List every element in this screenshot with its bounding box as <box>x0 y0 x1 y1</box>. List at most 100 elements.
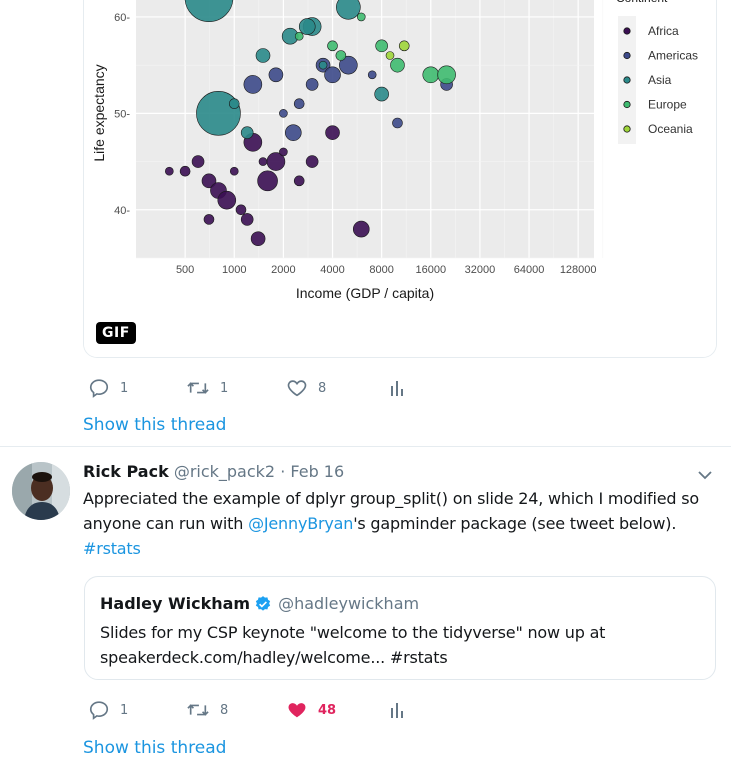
avatar[interactable] <box>12 462 70 520</box>
data-point-americas <box>268 67 284 83</box>
legend-key <box>623 27 631 35</box>
heart-filled-icon <box>288 703 306 718</box>
reply-button[interactable]: 1 <box>88 377 128 399</box>
data-point-africa <box>201 173 217 189</box>
data-point-africa <box>217 190 237 210</box>
y-axis-title: Life expectancy <box>91 64 107 161</box>
y-tick-label: 50- <box>114 108 130 120</box>
data-point-americas <box>324 66 341 84</box>
analytics-button[interactable] <box>387 699 417 721</box>
like-count: 48 <box>318 702 337 718</box>
tweet-text: Appreciated the example of dplyr group_s… <box>83 486 713 561</box>
analytics-button[interactable] <box>387 377 417 399</box>
x-axis-title: Income (GDP / capita) <box>296 285 434 301</box>
tweet-date[interactable]: Feb 16 <box>290 462 345 481</box>
x-tick-label: 64000 <box>514 264 545 276</box>
data-point-americas <box>367 70 377 80</box>
tweet-header: Rick Pack @rick_pack2 · Feb 16 <box>83 462 344 481</box>
data-point-europe <box>375 39 388 53</box>
x-tick-label: 32000 <box>465 264 496 276</box>
legend-key <box>623 51 631 60</box>
analytics-icon <box>391 703 403 718</box>
data-point-africa <box>229 166 239 176</box>
like-count: 8 <box>318 380 327 396</box>
data-point-africa <box>250 231 266 247</box>
data-point-americas <box>392 117 403 129</box>
quoted-tweet-card[interactable]: Hadley Wickham @hadleywickham Slides for… <box>84 576 716 680</box>
more-menu-button[interactable] <box>696 466 714 489</box>
legend-key <box>623 125 631 133</box>
tweet-media-card[interactable]: 60- 50- 40- 500 1000 2000 4000 8000 16000 32000 64… <box>83 0 717 358</box>
data-point-europe <box>437 65 456 85</box>
data-point-americas <box>285 124 302 141</box>
quote-text-line: Slides for my CSP keynote "welcome to th… <box>100 623 606 642</box>
retweet-button[interactable]: 1 <box>186 377 228 399</box>
retweet-count: 1 <box>220 380 229 396</box>
heart-icon <box>287 380 307 397</box>
data-point-africa <box>352 220 370 238</box>
x-tick-label: 4000 <box>320 264 344 276</box>
legend-label: Americas <box>648 49 698 63</box>
header-separator: · <box>280 462 286 481</box>
legend-label: Europe <box>648 98 687 112</box>
quote-header: Hadley Wickham @hadleywickham <box>100 594 419 613</box>
data-point-africa <box>240 213 254 226</box>
legend-label: Africa <box>648 24 679 38</box>
mention-link[interactable]: @JennyBryan <box>248 514 354 533</box>
scatter-chart: 60- 50- 40- 500 1000 2000 4000 8000 16000 32000 64… <box>84 0 716 357</box>
data-point-africa <box>203 214 215 225</box>
data-point-europe <box>327 40 338 52</box>
analytics-icon <box>391 381 403 396</box>
retweet-button[interactable]: 8 <box>186 699 228 721</box>
quote-author-handle: @hadleywickham <box>278 594 420 613</box>
data-point-africa <box>179 165 191 177</box>
reply-icon <box>89 379 109 398</box>
data-point-americas <box>243 75 263 94</box>
legend-title: Continent <box>616 0 668 5</box>
data-point-asia <box>184 0 234 22</box>
tweet-text-span: anyone can run with <box>83 514 249 533</box>
author-handle[interactable]: @rick_pack2 <box>173 462 276 481</box>
hashtag-link[interactable]: #rstats <box>83 539 141 558</box>
author-name[interactable]: Rick Pack <box>83 462 169 481</box>
reply-button[interactable]: 1 <box>88 699 128 721</box>
data-point-asia <box>318 60 328 70</box>
data-point-americas <box>293 98 305 110</box>
like-button[interactable]: 8 <box>286 377 326 399</box>
y-tick-label: 40- <box>114 205 130 217</box>
data-point-africa <box>191 155 205 168</box>
data-point-africa <box>279 147 288 157</box>
gif-badge: GIF <box>96 322 136 344</box>
data-point-europe <box>294 31 304 41</box>
quote-author-name: Hadley Wickham <box>100 594 251 613</box>
x-tick-label: 16000 <box>415 264 446 276</box>
data-point-africa <box>305 155 319 168</box>
verified-badge-icon <box>255 595 271 611</box>
x-tick-label: 500 <box>176 264 194 276</box>
data-point-europe <box>390 57 405 73</box>
data-point-africa <box>293 175 305 187</box>
legend-key <box>623 76 631 84</box>
legend-key <box>623 100 631 109</box>
x-tick-label: 1000 <box>222 264 246 276</box>
data-point-asia <box>336 0 361 20</box>
quote-text: Slides for my CSP keynote "welcome to th… <box>100 620 605 670</box>
reply-count: 1 <box>120 380 129 396</box>
data-point-africa <box>165 166 174 176</box>
data-point-asia <box>240 126 254 139</box>
show-thread-link[interactable]: Show this thread <box>83 415 227 435</box>
y-tick-label: 60- <box>114 12 130 24</box>
like-button-liked[interactable]: 48 <box>286 699 336 721</box>
data-point-americas <box>339 55 358 75</box>
quote-text-line: speakerdeck.com/hadley/welcome... #rstat… <box>100 648 448 667</box>
data-point-asia <box>298 18 316 35</box>
data-point-oceania <box>398 40 410 52</box>
data-point-europe <box>335 50 347 61</box>
legend-label: Asia <box>648 73 672 87</box>
data-point-africa <box>257 170 278 192</box>
reply-count: 1 <box>120 702 129 718</box>
legend-label: Oceania <box>648 122 693 136</box>
data-point-africa <box>325 125 340 140</box>
x-tick-label: 8000 <box>369 264 393 276</box>
show-thread-link[interactable]: Show this thread <box>83 738 227 758</box>
